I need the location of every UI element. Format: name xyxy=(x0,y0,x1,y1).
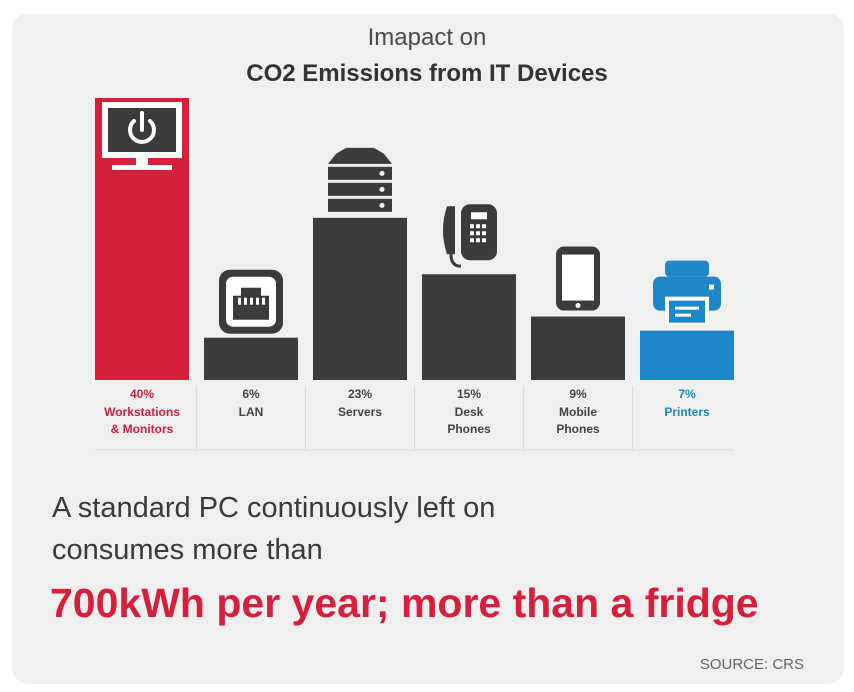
body-text-line2: consumes more than xyxy=(52,534,323,566)
chart-title-line1: Imapact on xyxy=(367,24,487,51)
highlight-statement: 700kWh per year; more than a fridge xyxy=(50,580,759,626)
chart-title-line2: CO2 Emissions from IT Devices xyxy=(246,60,608,87)
category-label: Printers xyxy=(664,405,710,419)
monitor-power-icon xyxy=(102,102,182,170)
bar-3 xyxy=(313,217,407,380)
ethernet-port-icon xyxy=(219,269,283,334)
category-label: LAN xyxy=(239,405,264,419)
value-label: 9% xyxy=(569,387,587,401)
server-stack-icon xyxy=(328,147,392,212)
value-label: 40% xyxy=(130,387,154,401)
category-label: & Monitors xyxy=(111,422,174,436)
category-label: Workstations xyxy=(104,405,180,419)
category-label: Mobile xyxy=(559,405,597,419)
value-label: 15% xyxy=(457,387,481,401)
bar-5 xyxy=(531,316,625,380)
value-label: 6% xyxy=(242,387,260,401)
value-label: 7% xyxy=(678,387,696,401)
body-text-line1: A standard PC continuously left on xyxy=(52,492,496,524)
printer-icon xyxy=(653,260,721,325)
desk-phone-icon xyxy=(443,204,497,268)
category-label: Phones xyxy=(447,422,491,436)
bar-6 xyxy=(640,330,734,380)
bar-chart: 40% Workstations & Monitors 6% LAN 23% Servers… xyxy=(95,98,734,451)
category-label: Desk xyxy=(455,405,484,419)
bar-2 xyxy=(204,337,298,380)
category-label: Phones xyxy=(556,422,600,436)
value-label: 23% xyxy=(348,387,372,401)
source-credit: SOURCE: CRS xyxy=(699,656,804,673)
mobile-phone-icon xyxy=(556,246,600,311)
category-label: Servers xyxy=(338,405,382,419)
bar-4 xyxy=(422,274,516,380)
